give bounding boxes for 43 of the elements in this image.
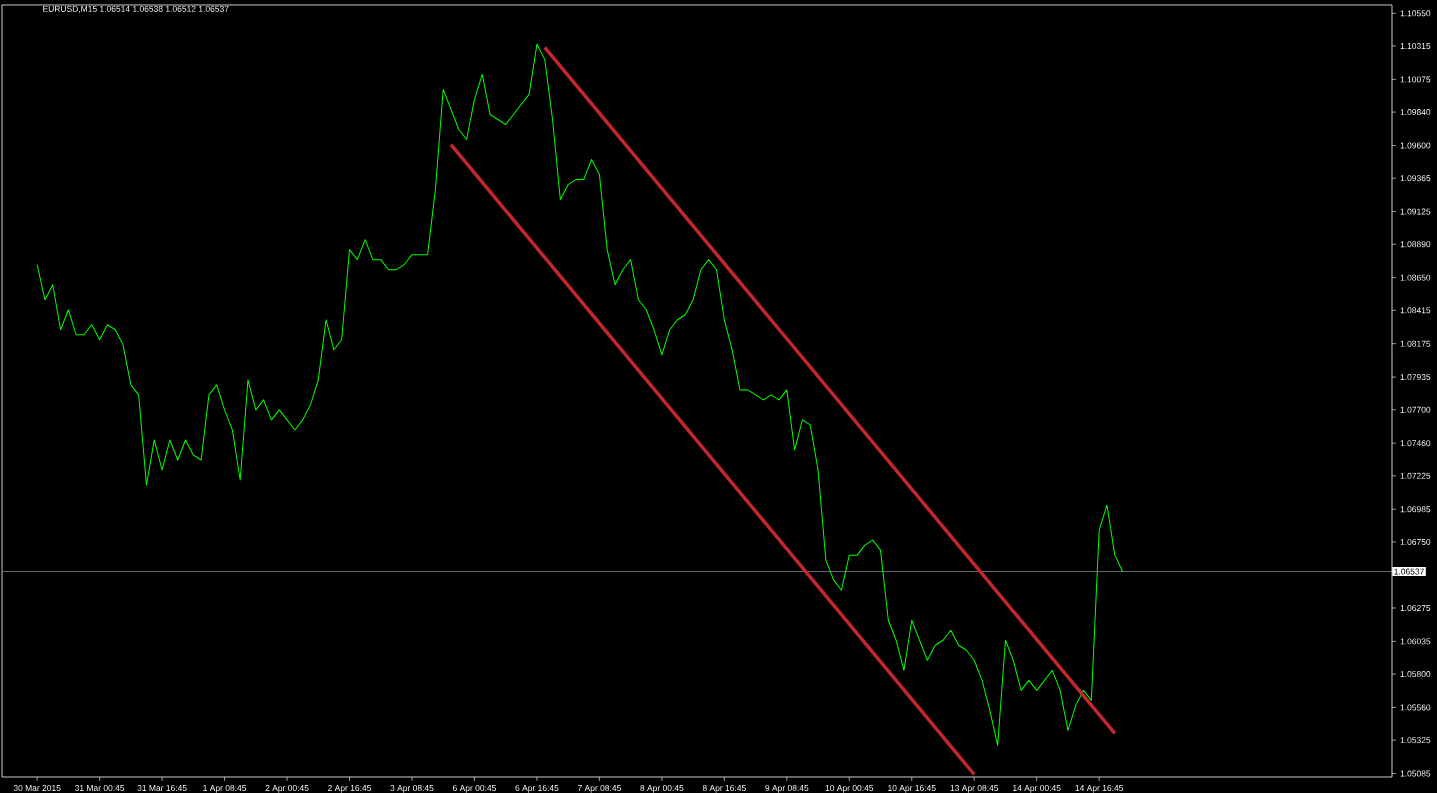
x-tick-label: 14 Apr 00:45: [1013, 785, 1061, 793]
y-tick-label: 1.09125: [1400, 208, 1431, 215]
x-tick-label: 9 Apr 08:45: [765, 785, 809, 793]
x-tick-label: 31 Mar 00:45: [74, 785, 125, 792]
x-tick-label: 6 Apr 00:45: [452, 785, 496, 793]
y-tick-label: 1.05325: [1400, 737, 1431, 744]
x-tick-label: 31 Mar 16:45: [137, 785, 187, 792]
y-tick-label: 1.07460: [1400, 440, 1431, 447]
y-tick-label: 1.05800: [1400, 671, 1431, 678]
y-tick-label: 1.09365: [1400, 175, 1431, 182]
y-tick-label: 1.09840: [1400, 109, 1431, 116]
x-tick-label: 14 Apr 16:45: [1075, 785, 1124, 793]
x-tick-label: 13 Apr 08:45: [950, 785, 999, 793]
x-tick-label: 10 Apr 16:45: [888, 785, 936, 793]
y-tick-label: 1.07935: [1400, 374, 1431, 381]
y-tick-label: 1.06035: [1400, 638, 1431, 645]
y-tick-label: 1.08175: [1400, 340, 1431, 347]
y-tick-label: 1.07225: [1400, 472, 1431, 479]
chart-title: EURUSD,M15 1.06514 1.06538 1.06512 1.06537: [43, 5, 229, 13]
x-tick-label: 2 Apr 00:45: [265, 785, 309, 793]
y-tick-label: 1.09600: [1400, 142, 1431, 149]
x-tick-label: 8 Apr 00:45: [640, 785, 684, 793]
y-tick-label: 1.06750: [1400, 538, 1431, 545]
x-tick-label: 7 Apr 08:45: [577, 785, 621, 793]
y-tick-label: 1.06275: [1400, 605, 1431, 611]
x-tick-label: 30 Mar 2015: [13, 785, 61, 792]
x-tick-label: 3 Apr 08:45: [390, 785, 434, 793]
y-tick-label: 1.10315: [1400, 43, 1431, 50]
y-tick-label: 1.08415: [1400, 307, 1431, 314]
x-tick-label: 2 Apr 16:45: [328, 785, 372, 793]
y-tick-label: 1.05560: [1400, 704, 1431, 711]
y-tick-label: 1.05085: [1400, 770, 1431, 777]
x-tick-label: 6 Apr 16:45: [515, 785, 559, 793]
y-tick-label: 1.10075: [1400, 76, 1431, 83]
y-tick-label: 1.08890: [1400, 241, 1431, 248]
x-tick-label: 8 Apr 16:45: [702, 785, 746, 793]
ref-line-label: 1.06537: [1394, 568, 1424, 575]
x-tick-label: 10 Apr 00:45: [825, 785, 874, 793]
y-tick-label: 1.07700: [1400, 406, 1431, 413]
y-tick-label: 1.10550: [1400, 10, 1431, 17]
y-tick-label: 1.06985: [1400, 506, 1431, 513]
y-tick-label: 1.08650: [1400, 274, 1431, 281]
x-tick-label: 1 Apr 08:45: [203, 785, 247, 793]
